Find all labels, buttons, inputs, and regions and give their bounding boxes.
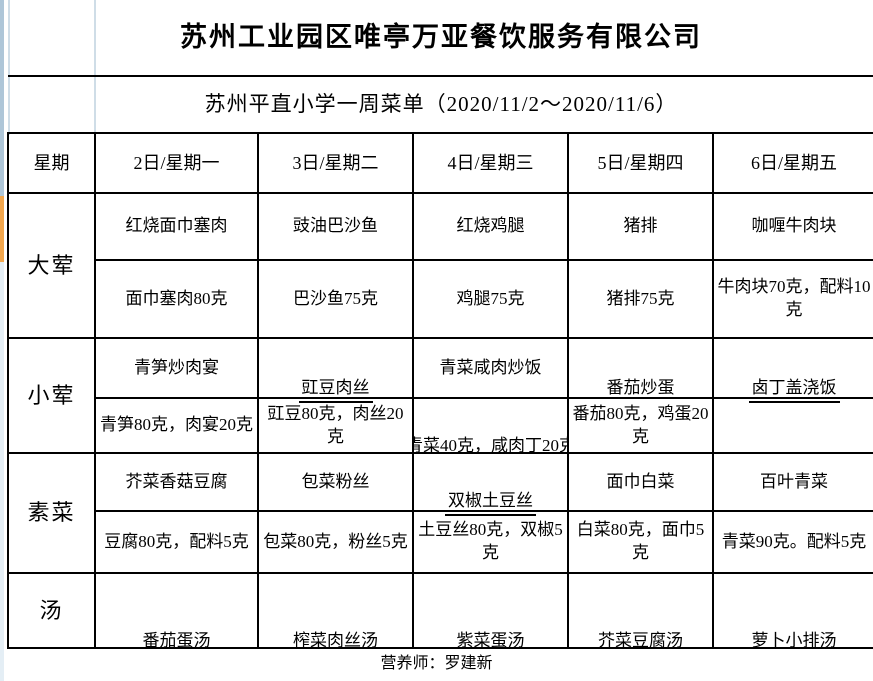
category-label-sucai: 素菜 (7, 452, 96, 574)
dish-cell: 芥菜香菇豆腐 (94, 452, 259, 512)
dish-cell: 百叶青菜 (711, 452, 873, 512)
quantity-cell (711, 397, 873, 454)
dish-cell: 红烧面巾塞肉 (94, 192, 259, 261)
day-header-thursday: 5日/星期四 (567, 132, 714, 194)
soup-cell: 萝卜小排汤 (711, 572, 873, 650)
quantity-cell: 番茄80克，鸡蛋20克 (567, 397, 714, 454)
dish-cell: 双椒土豆丝 (412, 452, 569, 516)
quantity-cell: 土豆丝80克，双椒5克 (412, 510, 569, 574)
soup-text: 紫菜蛋汤 (456, 631, 525, 651)
quantity-cell: 猪排75克 (567, 259, 714, 339)
dish-cell: 番茄炒蛋 (567, 337, 714, 399)
quantity-cell: 青菜40克，咸肉丁20克， (412, 397, 569, 455)
dish-cell: 青笋炒肉宴 (94, 337, 259, 399)
soup-text: 番茄蛋汤 (142, 631, 211, 651)
soup-text: 芥菜豆腐汤 (598, 631, 683, 651)
dish-cell: 红烧鸡腿 (412, 192, 569, 261)
soup-cell: 番茄蛋汤 (94, 572, 259, 650)
day-header-monday: 2日/星期一 (94, 132, 259, 194)
week-header: 星期 (7, 132, 96, 194)
quantity-cell: 白菜80克，面巾5克 (567, 510, 714, 574)
day-header-friday: 6日/星期五 (711, 132, 873, 194)
dish-cell: 青菜咸肉炒饭 (412, 337, 569, 399)
soup-cell: 紫菜蛋汤 (412, 572, 569, 650)
quantity-text-overflow: 青菜40克，咸肉丁20克， (414, 436, 567, 456)
quantity-cell: 包菜80克，粉丝5克 (257, 510, 414, 574)
soup-text: 萝卜小排汤 (751, 631, 837, 651)
dish-cell: 豉油巴沙鱼 (257, 192, 414, 261)
left-edge-strip-lower (0, 262, 4, 681)
dish-cell: 咖喱牛肉块 (711, 192, 873, 261)
dish-text: 番茄炒蛋 (606, 378, 675, 398)
dish-text-underlined: 豇豆肉丝 (298, 377, 373, 403)
quantity-cell: 青菜90克。配料5克 (711, 510, 873, 574)
quantity-cell: 豇豆80克，肉丝20克 (257, 397, 414, 454)
quantity-cell: 鸡腿75克 (412, 259, 569, 339)
dish-cell: 豇豆肉丝 (257, 337, 414, 403)
category-label-dahun: 大荤 (7, 192, 96, 339)
menu-title: 苏州平直小学一周菜单（2020/11/2～2020/11/6） (8, 76, 873, 134)
dish-cell: 面巾白菜 (567, 452, 714, 512)
left-edge-orange-marker (0, 196, 4, 262)
soup-text: 榨菜肉丝汤 (293, 631, 378, 651)
dish-cell: 卤丁盖浇饭 (711, 337, 873, 403)
overflow-clip: 青菜40克，咸肉丁20克， (414, 399, 567, 465)
dish-cell: 猪排 (567, 192, 714, 261)
quantity-cell: 豆腐80克，配料5克 (94, 510, 259, 574)
soup-cell: 芥菜豆腐汤 (567, 572, 714, 650)
quantity-cell: 巴沙鱼75克 (257, 259, 414, 339)
quantity-cell: 牛肉块70克，配料10克 (711, 259, 873, 339)
soup-cell: 榨菜肉丝汤 (257, 572, 414, 650)
quantity-cell: 面巾塞肉80克 (94, 259, 259, 339)
day-header-wednesday: 4日/星期三 (412, 132, 569, 194)
dish-cell: 包菜粉丝 (257, 452, 414, 512)
category-label-tang: 汤 (7, 572, 96, 649)
day-header-tuesday: 3日/星期二 (257, 132, 414, 194)
dish-text-underlined: 卤丁盖浇饭 (748, 377, 840, 403)
left-edge-strip (0, 0, 4, 196)
dish-text-underlined: 双椒土豆丝 (445, 490, 536, 516)
menu-table: 苏州工业园区唯亭万亚餐饮服务有限公司 苏州平直小学一周菜单（2020/11/2～… (7, 0, 873, 650)
company-title: 苏州工业园区唯亭万亚餐饮服务有限公司 (8, 0, 873, 77)
category-label-xiaohun: 小荤 (7, 337, 96, 454)
nutritionist-note: 营养师：罗建新 (380, 655, 493, 672)
quantity-cell: 青笋80克，肉宴20克 (94, 397, 259, 454)
